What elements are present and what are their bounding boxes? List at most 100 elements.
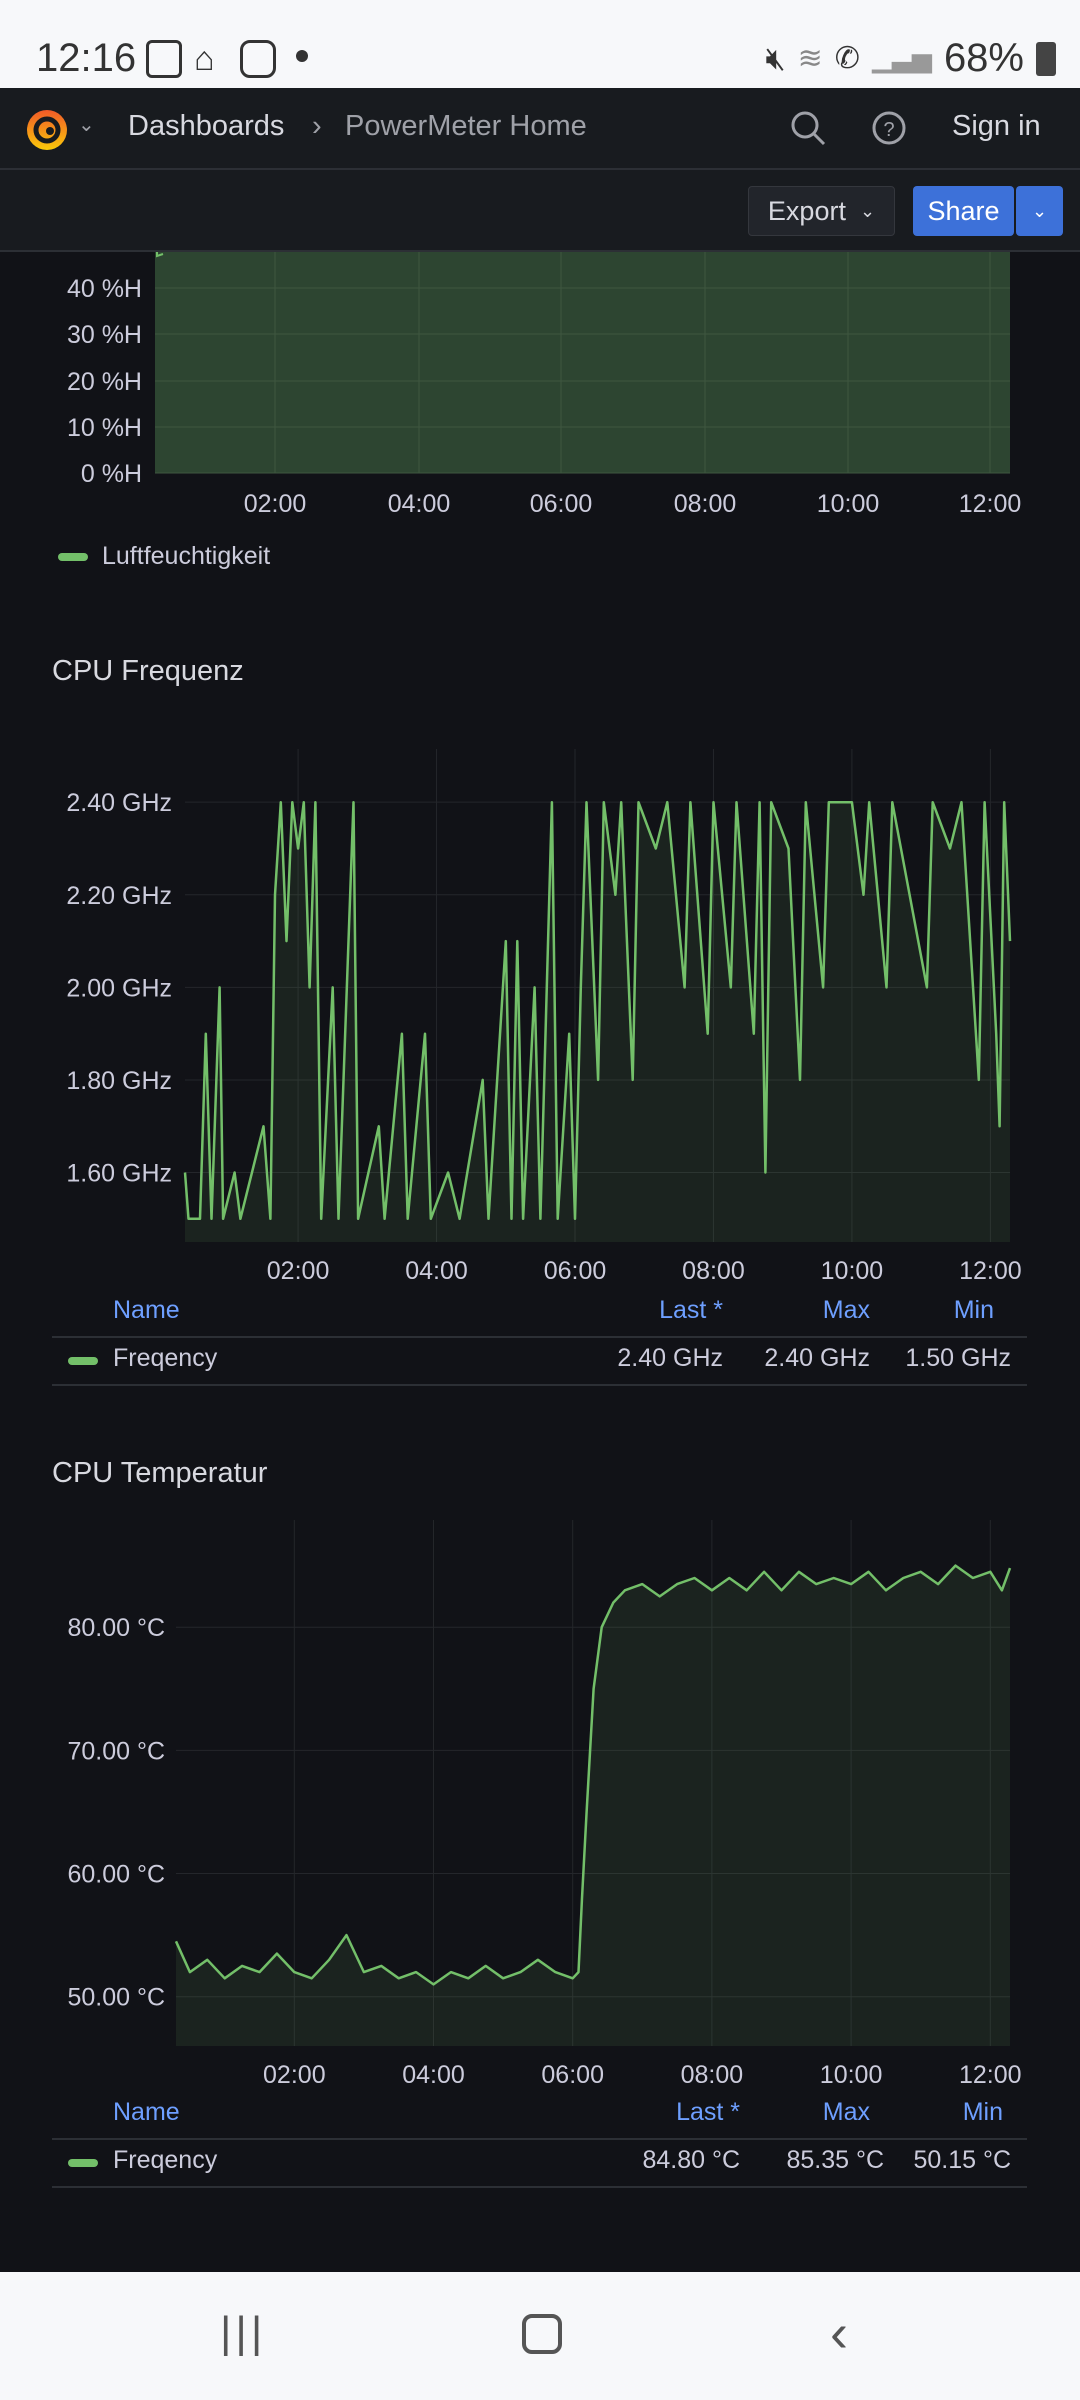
status-bar: 12:16 ⌂ 🔇︎ ≋ ✆ ▁▃▅ 68% (0, 0, 1080, 88)
y-tick-label: 60.00 °C (67, 1861, 165, 1889)
legend-row-name: Freqency (113, 1344, 218, 1372)
legend-header-min[interactable]: Min (962, 2098, 1003, 2126)
legend-row-last: 84.80 °C (642, 2146, 740, 2174)
legend-header-name[interactable]: Name (113, 2098, 180, 2126)
power-icon (240, 40, 276, 78)
legend-row[interactable]: Freqency 84.80 °C 85.35 °C 50.15 °C (0, 2146, 1080, 2186)
status-time: 12:16 (36, 36, 137, 80)
panel-title-cpu-temperatur[interactable]: CPU Temperatur (52, 1457, 268, 1489)
back-icon[interactable]: ‹ (830, 2303, 848, 2363)
home-icon[interactable] (522, 2314, 562, 2354)
x-tick-label: 12:00 (959, 1257, 1022, 1285)
y-tick-label: 2.20 GHz (66, 882, 172, 910)
humidity-chart: 02:00 04:00 06:00 08:00 10:00 12:00 0 %H 10 %H 2… (67, 252, 1021, 518)
cpu-frequency-chart: 02:00 04:00 06:00 08:00 10:00 12:00 1.60 GHz 1.… (66, 749, 1022, 1285)
legend-swatch (58, 552, 88, 561)
y-tick-label: 80.00 °C (67, 1614, 165, 1642)
export-button[interactable]: Export ⌄ (748, 186, 895, 236)
x-tick-label: 08:00 (681, 2061, 744, 2089)
battery-level: 68% (943, 36, 1024, 80)
folder-icon (146, 40, 182, 78)
help-icon[interactable]: ? (870, 108, 910, 148)
legend-row-min: 1.50 GHz (905, 1344, 1011, 1372)
search-icon[interactable] (788, 108, 828, 148)
divider (52, 1336, 1027, 1338)
y-tick-label: 70.00 °C (67, 1737, 165, 1765)
android-nav-bar: ||| ‹ (0, 2272, 1080, 2400)
divider (52, 2138, 1027, 2140)
wifi-call-icon: ✆ (834, 42, 860, 75)
x-tick-label: 08:00 (674, 490, 737, 518)
series-area-fill (185, 802, 1010, 1242)
y-tick-label: 2.00 GHz (66, 974, 172, 1002)
x-tick-label: 06:00 (541, 2061, 604, 2089)
x-tick-label: 12:00 (959, 2061, 1022, 2089)
dashboard-toolbar: Export ⌄ Share ⌄ (0, 170, 1080, 252)
x-tick-label: 10:00 (820, 2061, 883, 2089)
freq-legend-table: Name Last * Max Min Freqency 2.40 GHz 2.… (0, 1296, 1080, 1396)
battery-icon (1036, 41, 1056, 76)
legend-row[interactable]: Freqency 2.40 GHz 2.40 GHz 1.50 GHz (0, 1344, 1080, 1384)
recent-apps-icon[interactable]: ||| (220, 2308, 267, 2357)
x-tick-label: 06:00 (530, 490, 593, 518)
legend-swatch (68, 1357, 98, 1365)
svg-text:?: ? (883, 119, 894, 141)
legend-row-max: 2.40 GHz (764, 1344, 870, 1372)
legend-header-last[interactable]: Last * (659, 1296, 723, 1324)
x-tick-label: 02:00 (267, 1257, 330, 1285)
legend-header-max[interactable]: Max (822, 1296, 870, 1324)
legend-header-name[interactable]: Name (113, 1296, 180, 1324)
divider (52, 1384, 1027, 1386)
y-tick-label: 1.60 GHz (66, 1160, 172, 1188)
x-tick-label: 04:00 (402, 2061, 465, 2089)
divider (52, 2186, 1027, 2188)
legend-row-max: 85.35 °C (786, 2146, 884, 2174)
chevron-down-icon[interactable]: ⌄ (78, 114, 95, 136)
y-tick-label: 10 %H (67, 414, 142, 442)
temp-legend-table: Name Last * Max Min Freqency 84.80 °C 85… (0, 2098, 1080, 2198)
sign-in-link[interactable]: Sign in (952, 110, 1041, 142)
y-tick-label: 50.00 °C (67, 1984, 165, 2012)
y-tick-label: 2.40 GHz (66, 789, 172, 817)
export-label: Export (767, 195, 846, 226)
x-tick-label: 10:00 (817, 490, 880, 518)
series-line (174, 1564, 1012, 1986)
legend-row-name: Freqency (113, 2146, 218, 2174)
top-nav: ⌄ Dashboards › PowerMeter Home ? Sign in (0, 88, 1080, 170)
breadcrumb-separator: › (312, 110, 322, 142)
y-tick-label: 30 %H (67, 321, 142, 349)
x-tick-label: 06:00 (544, 1257, 607, 1285)
share-button[interactable]: Share (913, 186, 1014, 236)
cpu-temperature-chart: 02:00 04:00 06:00 08:00 10:00 12:00 50.00 °C 60… (67, 1520, 1022, 2089)
x-tick-label: 02:00 (263, 2061, 326, 2089)
legend-header-last[interactable]: Last * (676, 2098, 740, 2126)
humidity-legend[interactable]: Luftfeuchtigkeit (58, 542, 270, 571)
y-tick-label: 0 %H (81, 460, 142, 488)
dot-icon (296, 50, 308, 62)
grafana-logo[interactable] (22, 104, 72, 154)
legend-label: Luftfeuchtigkeit (102, 542, 271, 570)
x-tick-label: 02:00 (244, 490, 307, 518)
y-tick-label: 1.80 GHz (66, 1067, 172, 1095)
y-tick-label: 20 %H (67, 368, 142, 396)
share-dropdown-button[interactable]: ⌄ (1016, 186, 1063, 236)
x-tick-label: 04:00 (405, 1257, 468, 1285)
legend-row-min: 50.15 °C (913, 2146, 1011, 2174)
legend-swatch (68, 2159, 98, 2167)
humidity-area-fill (155, 252, 1010, 473)
home-power-icon: ⌂ (194, 40, 215, 78)
humidity-series-line (156, 252, 164, 258)
wifi-icon: ≋ (797, 42, 823, 75)
series-area-fill (176, 1565, 1010, 2046)
breadcrumb-dashboards[interactable]: Dashboards (128, 110, 285, 142)
status-right: 🔇︎ ≋ ✆ ▁▃▅ 68% (765, 36, 1056, 81)
legend-row-last: 2.40 GHz (617, 1344, 723, 1372)
breadcrumb-current: PowerMeter Home (345, 110, 587, 142)
x-tick-label: 08:00 (682, 1257, 745, 1285)
legend-header-min[interactable]: Min (953, 1296, 994, 1324)
x-tick-label: 10:00 (821, 1257, 884, 1285)
chevron-down-icon: ⌄ (859, 200, 876, 221)
legend-header-max[interactable]: Max (822, 2098, 870, 2126)
signal-icon: ▁▃▅ (871, 43, 932, 73)
panel-title-cpu-frequenz[interactable]: CPU Frequenz (52, 655, 244, 687)
